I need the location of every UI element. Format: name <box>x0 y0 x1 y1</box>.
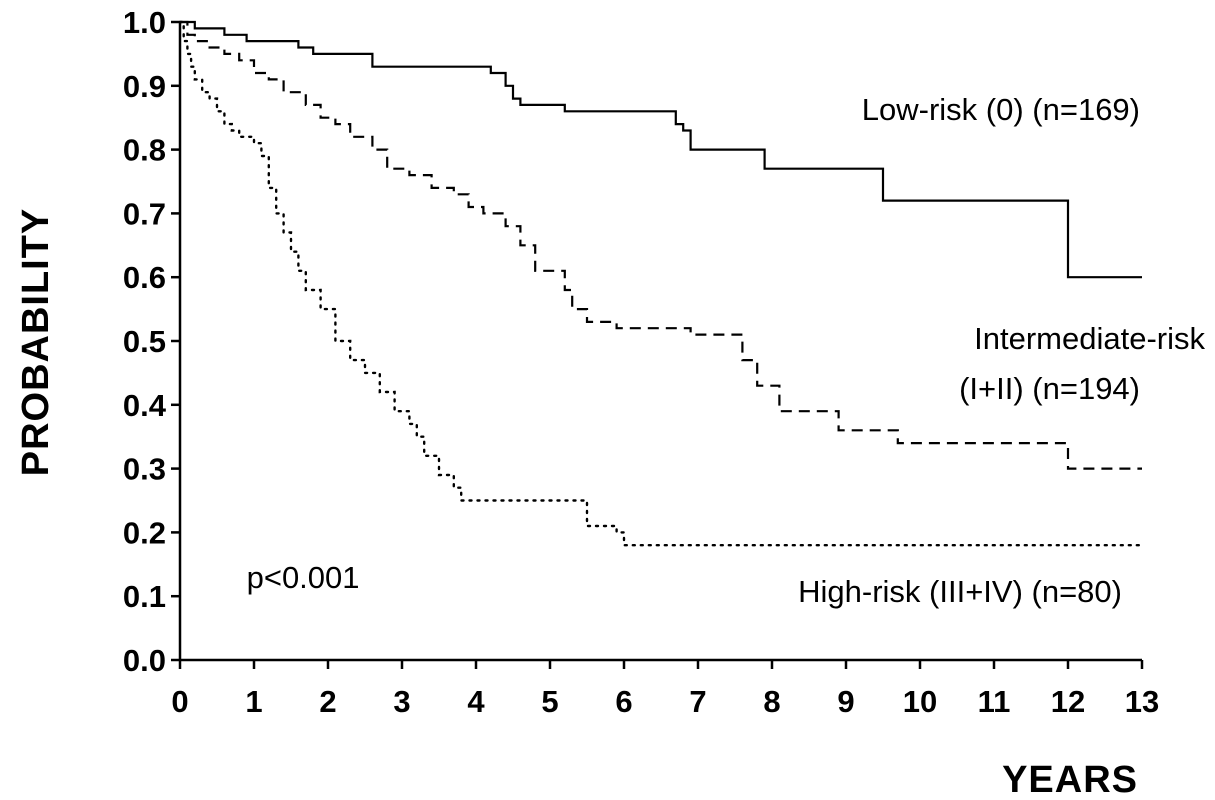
y-tick-label: 0.6 <box>123 260 166 295</box>
x-tick-label: 13 <box>1125 684 1159 719</box>
x-tick-label: 4 <box>467 684 485 719</box>
series-label: Intermediate-risk <box>974 321 1205 356</box>
x-tick-label: 5 <box>541 684 558 719</box>
y-tick-label: 0.7 <box>123 196 166 231</box>
y-tick-label: 1.0 <box>123 5 166 40</box>
y-tick-label: 0.2 <box>123 515 166 550</box>
x-tick-label: 6 <box>615 684 632 719</box>
x-tick-label: 7 <box>689 684 706 719</box>
x-tick-label: 11 <box>978 684 1011 719</box>
y-axis-label: PROBABILITY <box>15 208 57 477</box>
series-line-solid <box>180 20 1142 279</box>
x-tick-label: 1 <box>245 684 262 719</box>
series-line-dotted <box>178 20 1144 547</box>
series-label: Low-risk (0) (n=169) <box>862 92 1140 127</box>
y-tick-label: 0.5 <box>123 324 166 359</box>
series-label: (I+II) (n=194) <box>959 371 1140 406</box>
series-line-dashed <box>180 20 1142 470</box>
y-tick-label: 0.0 <box>123 643 166 678</box>
x-axis-label: YEARS <box>1002 759 1138 800</box>
y-tick-label: 0.4 <box>123 388 167 423</box>
p-value-annotation: p<0.001 <box>247 560 360 595</box>
x-tick-label: 12 <box>1051 684 1085 719</box>
series-layer <box>178 20 1144 547</box>
y-tick-label: 0.9 <box>123 69 166 104</box>
x-tick-label: 3 <box>393 684 410 719</box>
y-tick-label: 0.8 <box>123 133 166 168</box>
x-tick-label: 8 <box>763 684 780 719</box>
label-layer: Low-risk (0) (n=169) Intermediate-risk (I+… <box>247 92 1206 609</box>
x-tick-label: 10 <box>903 684 937 719</box>
x-tick-label: 0 <box>171 684 188 719</box>
series-label: High-risk (III+IV) (n=80) <box>798 574 1122 609</box>
y-tick-label: 0.1 <box>123 579 166 614</box>
axes: 0.00.10.20.30.40.50.60.70.80.91.00 1 2 3 4 5 6… <box>123 5 1159 719</box>
x-tick-label: 2 <box>319 684 336 719</box>
x-tick-label: 9 <box>837 684 854 719</box>
y-tick-label: 0.3 <box>123 452 166 487</box>
